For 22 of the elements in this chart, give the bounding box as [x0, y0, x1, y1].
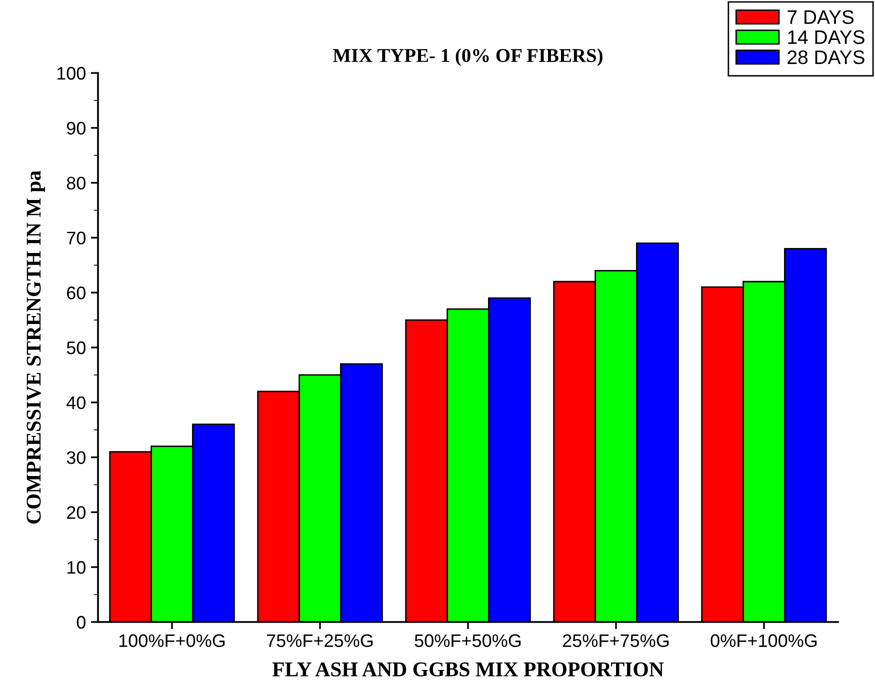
y-tick-label: 70: [67, 232, 86, 244]
y-tick-label: 10: [67, 561, 86, 574]
y-tick-label: 50: [66, 341, 86, 354]
legend-label: 14 DAYS: [788, 30, 864, 44]
x-tick-label: 50%F+50%G: [414, 634, 521, 648]
x-axis-title: FLY ASH AND GGBS MIX PROPORTION: [272, 662, 664, 676]
x-tick-label: 25%F+75%G: [562, 634, 669, 648]
legend-label: 7 DAYS: [788, 10, 854, 24]
y-tick-label: 100: [57, 66, 86, 80]
x-tick-label: 100%F+0%G: [119, 634, 225, 648]
y-tick-label: 30: [66, 451, 86, 464]
x-tick-label: 0%F+100%G: [710, 634, 817, 648]
y-tick-label: 0: [76, 616, 86, 629]
y-tick-label: 90: [66, 122, 86, 135]
y-tick-label: 40: [66, 396, 86, 410]
y-tick-label: 80: [66, 176, 86, 190]
y-tick-label: 60: [67, 286, 86, 300]
y-tick-label: 20: [67, 506, 86, 519]
chart-title: MIX TYPE- 1 (0% OF FIBERS): [333, 48, 602, 66]
y-axis-title: COMPRESSIVE STRENGTH IN M pa: [26, 170, 45, 524]
x-tick-label: 75%F+25%G: [266, 634, 373, 648]
legend-label: 28 DAYS: [788, 50, 864, 64]
